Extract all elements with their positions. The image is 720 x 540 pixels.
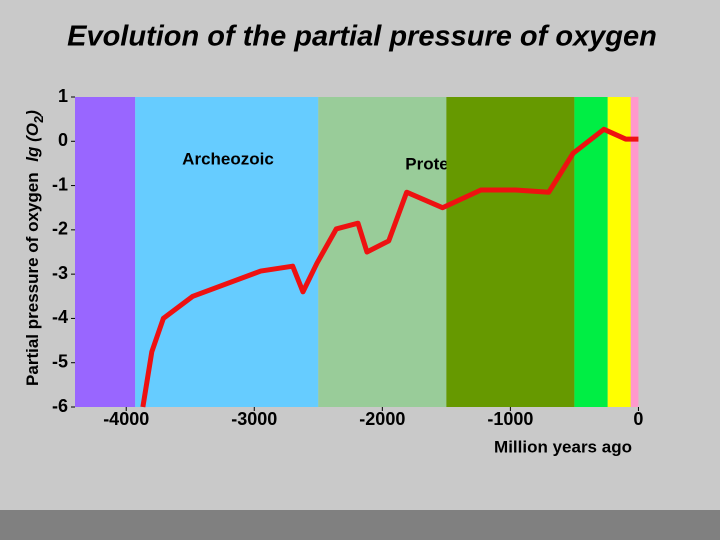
y-tick-label: -3 xyxy=(52,263,68,283)
x-axis-label: Million years ago xyxy=(494,437,632,456)
y-tick-label: -5 xyxy=(52,351,68,371)
y-tick-label: 0 xyxy=(58,130,68,150)
y-tick-label: -1 xyxy=(52,174,68,194)
y-axis-label: Partial pressure of oxygen lg (O2) xyxy=(23,110,46,386)
y-axis-unit-prefix: lg (O xyxy=(23,123,42,162)
x-tick-label: -4000 xyxy=(103,409,149,429)
x-tick-label: -3000 xyxy=(231,409,277,429)
y-axis-unit-sub: 2 xyxy=(31,116,46,123)
data-line xyxy=(140,126,639,408)
era-label: Archeozoic xyxy=(182,149,274,168)
y-tick-label: -2 xyxy=(52,219,68,239)
x-tick-label: -1000 xyxy=(487,409,533,429)
era-band xyxy=(446,97,575,407)
y-tick-label: -6 xyxy=(52,396,68,416)
era-band xyxy=(318,97,447,407)
y-axis-label-group: Partial pressure of oxygen lg (O2) xyxy=(23,110,46,386)
era-band xyxy=(630,97,639,407)
x-tick-label: -2000 xyxy=(359,409,405,429)
y-axis-label-text: Partial pressure of oxygen xyxy=(23,172,42,386)
y-axis-unit-suffix: ) xyxy=(23,110,42,118)
plot: ArcheozoicProterozoicPaleozoic-6-5-4-3-2… xyxy=(52,86,643,429)
y-tick-label: -4 xyxy=(52,307,68,327)
y-tick-label: 1 xyxy=(58,86,68,106)
footer-bar xyxy=(0,510,720,540)
era-band xyxy=(135,97,319,407)
era-band xyxy=(607,97,631,407)
era-band xyxy=(75,97,136,407)
chart-title: Evolution of the partial pressure of oxy… xyxy=(67,21,657,53)
era-band xyxy=(574,97,608,407)
x-tick-label: 0 xyxy=(633,409,643,429)
